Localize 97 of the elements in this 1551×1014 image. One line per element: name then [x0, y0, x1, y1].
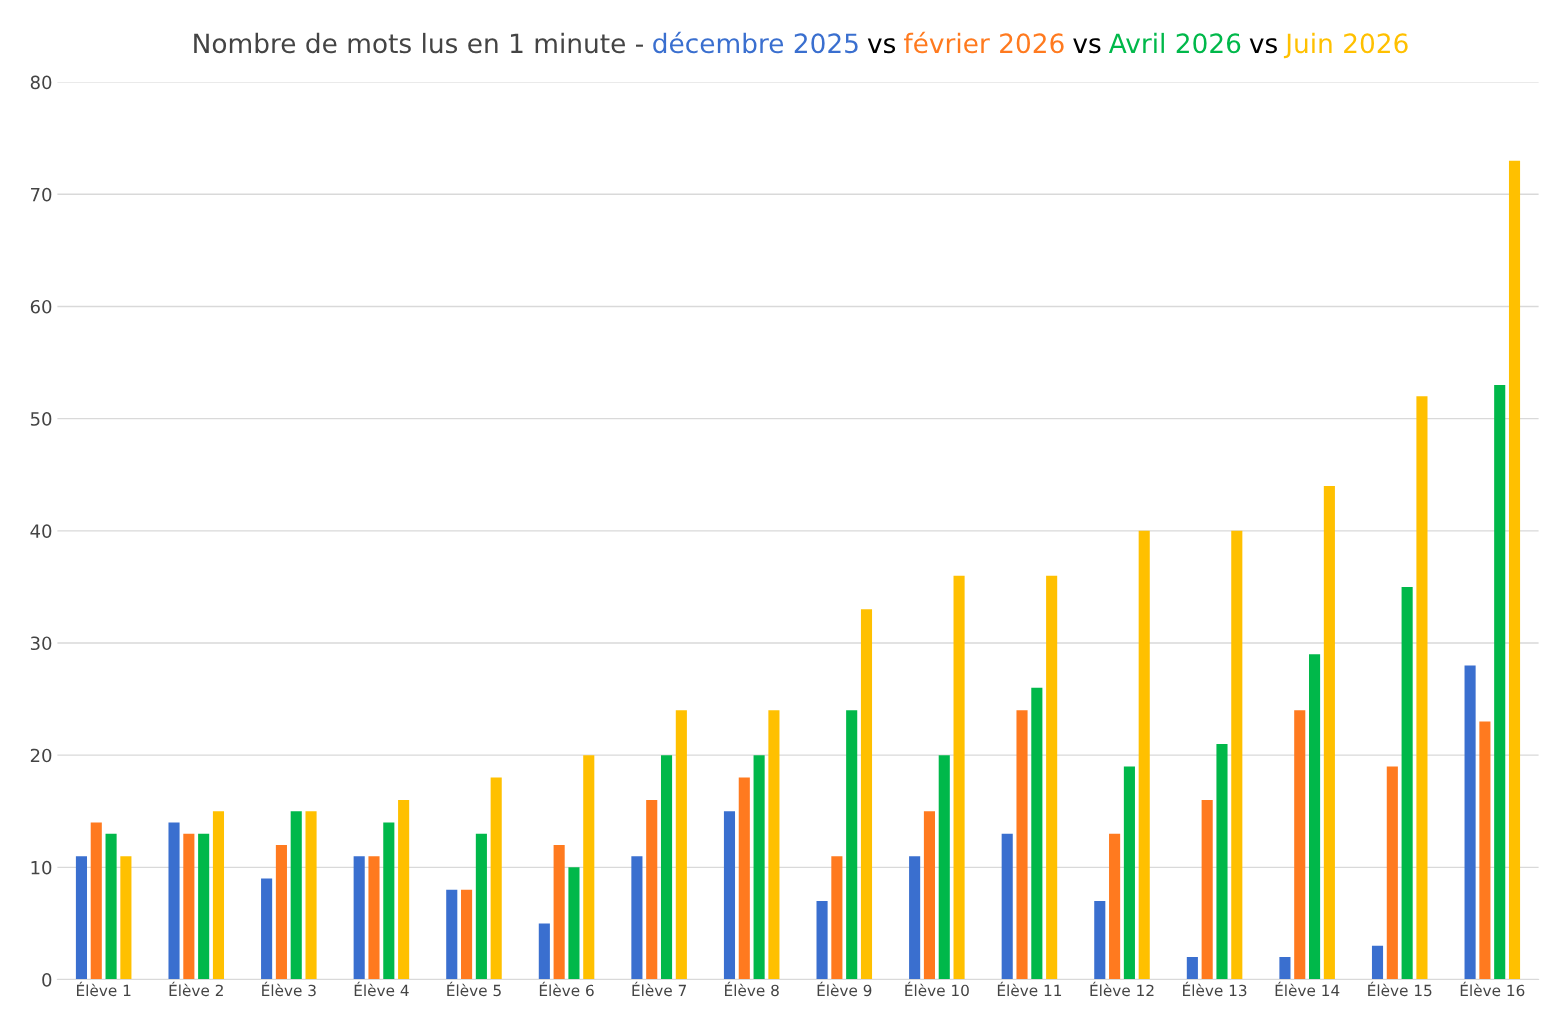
bar	[553, 844, 565, 980]
bar	[1046, 575, 1058, 980]
text: Juin 2026	[1283, 32, 1408, 59]
bar	[660, 755, 673, 980]
bar	[383, 822, 395, 980]
bar	[1371, 945, 1384, 980]
bar	[120, 856, 132, 980]
text: vs	[1073, 38, 1101, 54]
bar	[290, 811, 302, 980]
y-tick-label: 50	[30, 412, 52, 426]
bar	[198, 833, 210, 980]
bar	[1416, 396, 1428, 980]
x-tick-label: Élève 3	[262, 981, 316, 997]
bar	[723, 811, 736, 980]
bar	[1123, 766, 1135, 980]
text: vs	[1249, 38, 1277, 54]
y-tick-label: 70	[31, 187, 52, 202]
bar	[1494, 385, 1506, 980]
x-tick-label: Élève 5	[447, 981, 501, 997]
y-tick-label: 10	[31, 860, 52, 875]
y-tick-label: 30	[30, 636, 52, 651]
chart-title: Nombre de mots lus en 1 minute -	[194, 32, 643, 54]
bar	[398, 800, 410, 980]
y-tick-label: 0	[42, 972, 52, 987]
bar	[1031, 687, 1043, 980]
x-tick-label: Élève 1	[77, 981, 131, 997]
x-tick-label: Élève 4	[354, 981, 409, 997]
bar	[1464, 665, 1476, 980]
bar	[909, 856, 921, 980]
bar	[583, 755, 595, 980]
y-tick-label: 60	[30, 299, 52, 314]
bar	[75, 856, 88, 980]
bar	[753, 755, 765, 980]
x-tick-label: Élève 12	[1090, 981, 1154, 997]
bar	[490, 777, 502, 980]
bar	[538, 923, 550, 980]
bar	[1479, 721, 1491, 980]
bar	[1109, 833, 1121, 980]
bar	[816, 901, 828, 980]
bar	[1016, 710, 1028, 980]
bar	[1386, 766, 1398, 980]
text: décembre 2025	[653, 31, 858, 54]
bar	[446, 889, 458, 980]
bar	[1216, 743, 1228, 980]
bar	[831, 856, 843, 980]
bar	[631, 856, 643, 980]
bar	[738, 777, 750, 980]
bar	[261, 878, 273, 980]
bar	[305, 811, 317, 980]
bar	[1138, 530, 1150, 980]
x-tick-label: Élève 2	[169, 981, 223, 997]
bar	[461, 889, 473, 980]
bar	[1309, 654, 1321, 980]
bar	[1231, 530, 1243, 980]
bar	[860, 609, 873, 980]
text: vs	[867, 38, 896, 54]
y-tick-label: 20	[30, 748, 52, 763]
bar	[846, 710, 858, 980]
bar	[1094, 901, 1106, 980]
bar	[90, 822, 102, 980]
bar	[1401, 586, 1413, 980]
y-tick-label: 40	[30, 524, 52, 538]
bar	[168, 822, 180, 980]
x-tick-label: Élève 16	[1460, 981, 1525, 997]
x-tick-label: Élève 11	[997, 981, 1062, 997]
bar	[768, 710, 780, 980]
bar	[938, 755, 950, 980]
x-tick-label: Élève 9	[817, 981, 872, 997]
bar	[1323, 485, 1335, 980]
bar	[368, 856, 380, 980]
x-tick-label: Élève 13	[1183, 981, 1247, 997]
bar	[953, 575, 965, 980]
x-tick-label: Élève 10	[905, 981, 969, 997]
x-tick-label: Élève 15	[1368, 981, 1432, 997]
bar	[212, 811, 225, 980]
bar	[1201, 800, 1213, 980]
bar	[353, 856, 365, 980]
bar	[1279, 957, 1291, 980]
text: février 2026	[903, 31, 1064, 54]
bar	[1508, 160, 1521, 980]
x-tick-label: Élève 8	[725, 981, 779, 997]
text: Avril 2026	[1108, 32, 1241, 54]
bar	[1001, 833, 1013, 980]
y-tick-label: 80	[30, 75, 52, 90]
x-tick-label: Élève 14	[1275, 981, 1340, 997]
bar	[675, 710, 687, 980]
bar	[1294, 710, 1306, 980]
x-tick-label: Élève 6	[539, 981, 594, 997]
bar	[275, 844, 287, 980]
x-tick-label: Élève 7	[632, 981, 686, 997]
bar	[646, 800, 658, 980]
bar	[105, 833, 117, 980]
bar	[568, 867, 580, 980]
bar	[475, 833, 487, 980]
bar	[1186, 957, 1198, 980]
bar	[183, 833, 195, 980]
bar	[923, 811, 935, 980]
